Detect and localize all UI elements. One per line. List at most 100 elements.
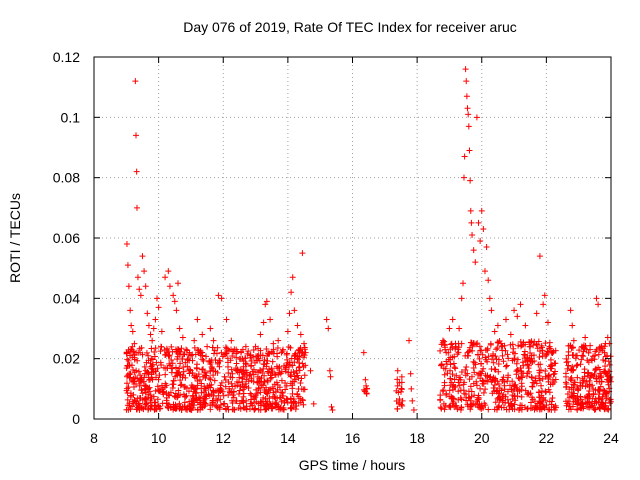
data-point [486, 374, 493, 381]
data-point [492, 353, 499, 360]
data-point [494, 345, 501, 352]
data-point [456, 382, 463, 389]
data-point [169, 348, 176, 355]
data-point [187, 352, 194, 359]
data-point [250, 346, 257, 353]
data-point [225, 370, 232, 376]
data-point [536, 353, 543, 360]
data-point [537, 398, 544, 405]
data-point [191, 344, 198, 351]
data-point [123, 380, 130, 387]
data-point [508, 402, 515, 409]
data-point [267, 316, 274, 323]
data-point [545, 386, 552, 393]
data-point [184, 356, 191, 363]
data-point [457, 387, 464, 394]
data-point [233, 398, 240, 405]
data-point [364, 385, 371, 392]
data-point [444, 370, 451, 377]
data-point [210, 350, 217, 357]
data-point [574, 406, 581, 413]
data-point [128, 322, 135, 329]
data-point [248, 362, 255, 369]
data-point [302, 349, 309, 356]
data-point [243, 403, 250, 410]
data-point [455, 344, 462, 351]
data-point [593, 295, 600, 302]
data-point [257, 389, 264, 396]
data-point [264, 350, 271, 357]
data-point [479, 351, 486, 358]
data-point [152, 399, 159, 406]
data-point [142, 283, 149, 290]
data-point [465, 348, 472, 355]
data-point [222, 344, 229, 351]
data-point [145, 406, 152, 413]
data-point [157, 348, 164, 355]
data-point [267, 372, 274, 379]
data-point [206, 368, 213, 375]
data-point [569, 403, 576, 410]
data-point [589, 371, 596, 378]
data-point [217, 357, 224, 364]
data-point [234, 368, 241, 375]
data-point [156, 405, 163, 412]
data-point [153, 359, 160, 366]
data-point [528, 374, 535, 381]
data-point [569, 367, 576, 374]
data-point [574, 374, 581, 381]
data-point [550, 371, 557, 378]
data-point [124, 396, 131, 403]
data-point [174, 393, 181, 400]
data-point [145, 322, 152, 329]
data-point [490, 385, 497, 392]
data-point [260, 394, 267, 401]
data-point [190, 395, 197, 402]
data-point [513, 360, 520, 367]
data-point [186, 357, 193, 364]
data-point [579, 352, 586, 359]
data-point [139, 253, 146, 260]
data-point [232, 383, 239, 390]
data-point [604, 334, 611, 341]
data-point [289, 274, 296, 281]
y-tick-label: 0.08 [53, 170, 80, 186]
data-point [183, 346, 190, 353]
data-point [451, 376, 458, 383]
data-point [601, 349, 608, 356]
data-point [538, 342, 545, 349]
data-point [472, 259, 479, 266]
data-point [285, 344, 292, 351]
data-point [130, 375, 137, 382]
data-point [437, 396, 444, 403]
data-point [450, 360, 457, 367]
data-point [592, 387, 599, 394]
data-point [522, 387, 529, 394]
data-point [263, 298, 270, 305]
data-point [132, 78, 139, 85]
axis-ticks [93, 56, 612, 420]
data-point [240, 370, 247, 377]
data-point [202, 353, 209, 360]
data-point [252, 405, 259, 412]
data-point [452, 365, 459, 372]
data-point [264, 357, 271, 364]
data-point [283, 362, 290, 369]
data-point [174, 394, 181, 401]
data-point [198, 380, 205, 387]
data-point [141, 396, 148, 403]
data-point [176, 365, 183, 372]
data-point [549, 349, 556, 356]
data-point [240, 390, 247, 397]
data-point [228, 366, 235, 373]
data-point [518, 374, 525, 381]
data-point [232, 365, 239, 372]
data-point [193, 396, 200, 403]
y-tick-label: 0.04 [53, 290, 80, 306]
data-point [263, 405, 270, 412]
data-point [217, 396, 224, 403]
data-point [186, 370, 193, 377]
data-point [239, 375, 246, 382]
data-point [509, 341, 516, 348]
x-tick-label: 24 [603, 430, 619, 446]
